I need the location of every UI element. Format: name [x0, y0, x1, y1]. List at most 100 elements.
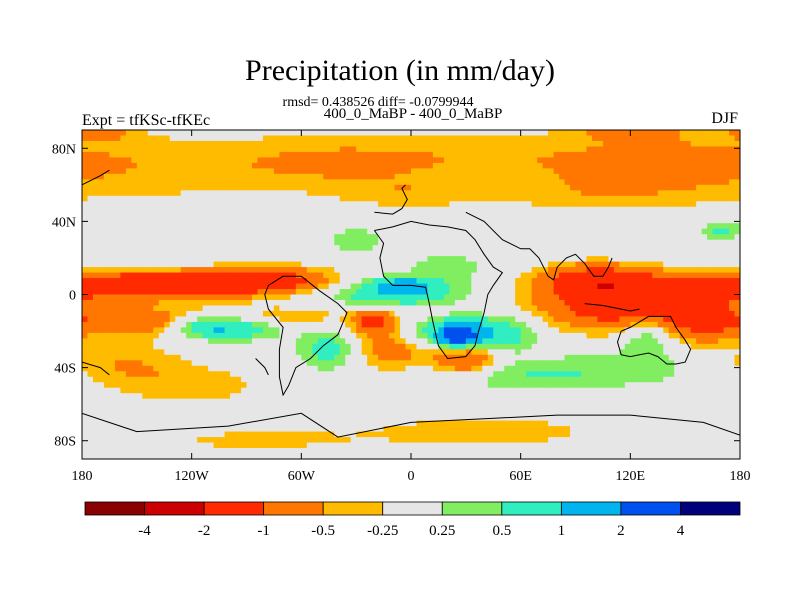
- field-cell: [92, 283, 100, 290]
- field-cell: [405, 250, 412, 257]
- field-cell: [504, 316, 511, 323]
- field-cell: [526, 250, 533, 257]
- field-cell: [246, 338, 253, 345]
- field-cell: [241, 168, 248, 175]
- field-cell: [301, 234, 308, 241]
- field-cell: [169, 316, 176, 323]
- field-cell: [504, 278, 511, 285]
- field-cell: [202, 332, 209, 339]
- field-cell: [367, 135, 374, 142]
- field-cell: [114, 245, 121, 252]
- field-cell: [416, 349, 423, 356]
- field-cell: [663, 332, 670, 339]
- field-cell: [268, 135, 275, 142]
- field-cell: [378, 343, 385, 350]
- field-cell: [191, 228, 198, 235]
- field-cell: [712, 272, 719, 279]
- field-cell: [465, 135, 472, 142]
- field-cell: [92, 278, 100, 285]
- field-cell: [734, 206, 740, 213]
- field-cell: [241, 294, 248, 301]
- field-cell: [608, 332, 615, 339]
- field-cell: [734, 278, 740, 285]
- field-cell: [624, 179, 631, 186]
- field-cell: [411, 250, 418, 257]
- field-cell: [383, 343, 390, 350]
- field-cell: [389, 321, 396, 328]
- field-cell: [345, 305, 352, 312]
- field-cell: [317, 256, 324, 263]
- field-cell: [602, 146, 609, 153]
- field-cell: [531, 206, 538, 213]
- field-cell: [279, 135, 286, 142]
- field-cell: [449, 283, 456, 290]
- field-cell: [580, 130, 588, 137]
- field-cell: [284, 261, 291, 268]
- field-cell: [197, 289, 204, 296]
- field-cell: [432, 299, 440, 307]
- field-cell: [328, 228, 335, 235]
- field-cell: [334, 267, 341, 274]
- field-cell: [454, 173, 461, 180]
- field-cell: [98, 190, 105, 197]
- field-cell: [411, 256, 418, 263]
- field-cell: [131, 332, 138, 339]
- field-cell: [175, 135, 182, 142]
- field-cell: [224, 223, 231, 230]
- field-cell: [197, 278, 204, 285]
- field-cell: [411, 261, 418, 268]
- field-cell: [690, 195, 697, 202]
- field-cell: [125, 146, 132, 153]
- field-cell: [251, 228, 259, 235]
- field-cell: [82, 321, 89, 328]
- field-cell: [570, 261, 577, 268]
- field-cell: [273, 234, 280, 241]
- field-cell: [350, 173, 357, 180]
- field-cell: [613, 316, 620, 323]
- field-cell: [186, 162, 193, 169]
- field-cell: [153, 206, 160, 213]
- field-cell: [394, 162, 401, 169]
- field-cell: [98, 267, 105, 274]
- field-cell: [164, 250, 171, 257]
- field-cell: [180, 157, 187, 164]
- field-cell: [438, 294, 445, 301]
- field-cell: [679, 343, 686, 350]
- field-cell: [537, 294, 544, 301]
- field-cell: [509, 299, 516, 307]
- field-cell: [652, 151, 659, 159]
- field-cell: [652, 278, 659, 285]
- field-cell: [438, 272, 445, 279]
- field-cell: [542, 184, 549, 191]
- field-cell: [515, 217, 522, 224]
- field-cell: [345, 190, 352, 197]
- field-cell: [471, 338, 478, 345]
- field-cell: [663, 256, 670, 263]
- field-cell: [674, 299, 681, 307]
- field-cell: [400, 338, 407, 345]
- field-cell: [230, 316, 237, 323]
- field-cell: [427, 157, 434, 164]
- field-cell: [290, 190, 297, 197]
- field-cell: [646, 321, 653, 328]
- field-cell: [723, 338, 730, 345]
- field-cell: [235, 228, 242, 235]
- field-cell: [548, 349, 555, 356]
- field-cell: [493, 234, 500, 241]
- field-cell: [465, 272, 472, 279]
- field-cell: [460, 212, 467, 219]
- field-cell: [169, 289, 176, 296]
- field-cell: [273, 135, 280, 142]
- field-cell: [306, 201, 313, 208]
- field-cell: [707, 321, 714, 328]
- field-cell: [290, 130, 297, 137]
- field-cell: [87, 140, 94, 148]
- field-cell: [421, 239, 429, 246]
- field-cell: [542, 173, 549, 180]
- field-cell: [208, 212, 215, 219]
- field-cell: [334, 146, 341, 153]
- field-cell: [186, 179, 193, 186]
- field-cell: [734, 338, 740, 345]
- field-cell: [290, 157, 297, 164]
- field-cell: [537, 173, 544, 180]
